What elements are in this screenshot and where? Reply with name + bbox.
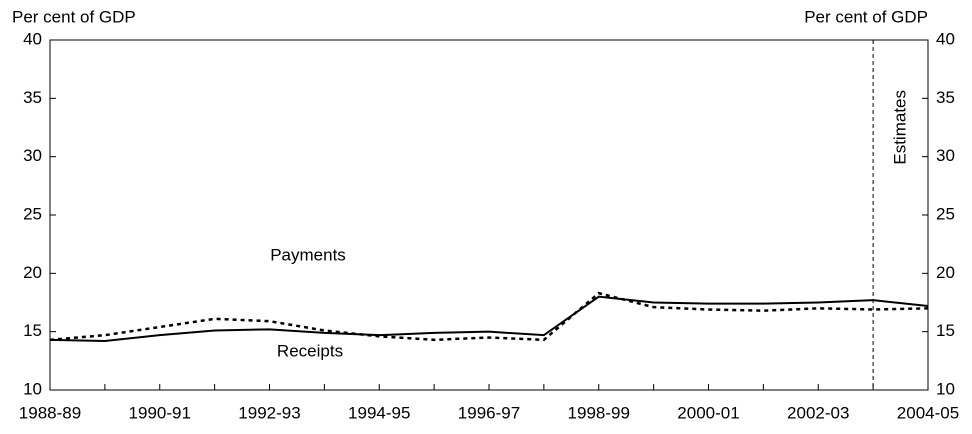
- y-tick-label: 15: [23, 321, 42, 340]
- y-tick-label: 10: [23, 379, 42, 398]
- y2-axis-title: Per cent of GDP: [804, 7, 928, 26]
- x-tick-label: 1996-97: [458, 403, 520, 422]
- x-tick-label: 1988-89: [19, 403, 81, 422]
- series-line: [49, 291, 929, 342]
- y2-tick-label: 10: [936, 379, 955, 398]
- y-tick-label: 40: [23, 29, 42, 48]
- y-tick-label: 30: [23, 146, 42, 165]
- y-tick-label: 25: [23, 204, 42, 223]
- y2-tick-label: 40: [936, 29, 955, 48]
- series-label: Receipts: [277, 341, 343, 360]
- x-tick-label: 2000-01: [677, 403, 739, 422]
- y2-tick-label: 15: [936, 321, 955, 340]
- x-tick-label: 1990-91: [129, 403, 191, 422]
- y2-tick-label: 20: [936, 263, 955, 282]
- series-label: Payments: [270, 245, 346, 264]
- y2-tick-label: 30: [936, 146, 955, 165]
- x-tick-label: 1998-99: [568, 403, 630, 422]
- x-tick-label: 2002-03: [787, 403, 849, 422]
- y-axis-title: Per cent of GDP: [12, 7, 136, 26]
- y2-tick-label: 35: [936, 88, 955, 107]
- y2-tick-label: 25: [936, 204, 955, 223]
- y-tick-label: 20: [23, 263, 42, 282]
- estimates-label: Estimates: [891, 90, 910, 165]
- series-line: [49, 295, 929, 343]
- x-tick-label: 1992-93: [238, 403, 300, 422]
- x-tick-label: 1994-95: [348, 403, 410, 422]
- x-tick-label: 2004-05: [897, 403, 959, 422]
- y-tick-label: 35: [23, 88, 42, 107]
